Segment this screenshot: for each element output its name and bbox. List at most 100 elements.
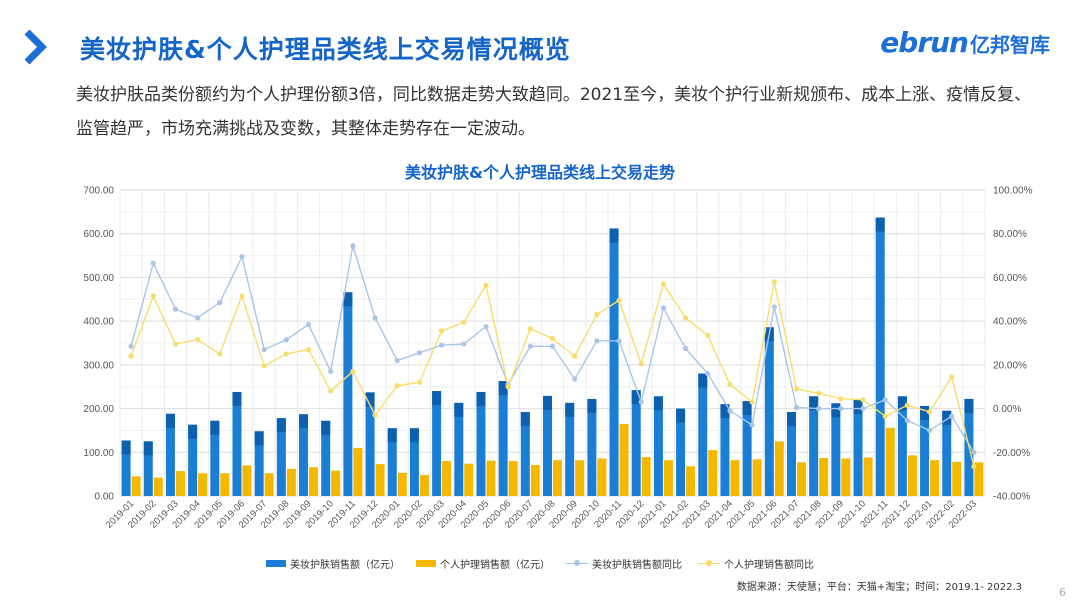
y-right-tick-label: 0.00%: [993, 404, 1021, 415]
bar-beauty-sales-cap: [565, 402, 575, 417]
beauty-yoy-point: [350, 243, 356, 249]
bar-beauty-sales-cap: [831, 403, 841, 418]
bar-beauty-sales-cap: [897, 396, 907, 411]
bar-beauty-sales-cap: [232, 391, 242, 406]
bar-care-sales: [774, 441, 784, 496]
bar-beauty-sales: [565, 402, 575, 496]
beauty-yoy-point: [616, 338, 622, 344]
beauty-yoy-point: [638, 399, 644, 405]
care-yoy-point: [239, 293, 245, 299]
beauty-yoy-point: [904, 417, 910, 424]
beauty-yoy-point: [660, 305, 666, 311]
bar-beauty-sales-cap: [853, 399, 863, 414]
bar-beauty-sales: [365, 392, 375, 496]
beauty-yoy-point: [594, 338, 600, 344]
bar-beauty-sales-cap: [409, 428, 419, 443]
beauty-yoy-point: [926, 427, 933, 434]
bar-beauty-sales-cap: [742, 401, 752, 416]
beauty-yoy-point: [305, 321, 312, 328]
beauty-yoy-point: [394, 357, 400, 364]
bar-beauty-sales-cap: [631, 390, 641, 405]
y-right-tick-label: -40.00%: [993, 492, 1030, 503]
logo-wordmark: ebrun: [880, 26, 969, 59]
bar-beauty-sales: [786, 412, 796, 496]
bar-beauty-sales-cap: [476, 391, 486, 406]
bar-care-sales: [508, 461, 518, 496]
bar-beauty-sales: [831, 403, 841, 496]
care-yoy-point: [305, 346, 312, 353]
bar-care-sales: [863, 457, 873, 496]
bar-care-sales: [708, 450, 718, 496]
bar-beauty-sales: [897, 396, 907, 496]
y-left-tick-label: 400.00: [83, 317, 114, 328]
bar-beauty-sales-cap: [254, 431, 264, 446]
bar-beauty-sales-cap: [609, 228, 619, 243]
bar-beauty-sales-cap: [698, 373, 708, 388]
beauty-yoy-point: [971, 449, 977, 455]
bar-beauty-sales: [587, 398, 597, 496]
bar-care-sales: [375, 464, 385, 496]
care-yoy-point: [838, 396, 844, 402]
y-left-tick-label: 200.00: [83, 404, 114, 415]
bar-beauty-sales-cap: [786, 412, 796, 427]
bar-beauty-sales-cap: [809, 396, 819, 411]
beauty-yoy-line: [130, 245, 975, 453]
beauty-yoy-point: [793, 404, 800, 411]
bar-beauty-sales-cap: [321, 420, 331, 435]
legend-item-beauty-sales: 美妆护肤销售额（亿元）: [266, 556, 400, 571]
y-left-tick-label: 500.00: [83, 273, 114, 284]
care-yoy-point: [882, 413, 888, 419]
care-yoy-point: [172, 341, 179, 347]
bar-beauty-sales: [631, 390, 641, 496]
beauty-yoy-point: [483, 324, 489, 330]
bar-beauty-sales-cap: [165, 413, 175, 428]
care-yoy-point: [328, 388, 334, 394]
bar-beauty-sales: [165, 413, 175, 496]
y-right-tick-label: -20.00%: [993, 448, 1030, 459]
care-yoy-point: [705, 332, 711, 338]
care-yoy-point: [816, 390, 822, 396]
beauty-yoy-point: [372, 315, 378, 321]
beauty-yoy-point: [882, 397, 888, 403]
y-left-tick-label: 100.00: [83, 448, 114, 459]
ebrun-logo: ebrun 亿邦智库: [880, 26, 1050, 59]
care-yoy-point: [195, 337, 201, 343]
chevron-right-icon: [24, 29, 47, 65]
bar-beauty-sales: [299, 414, 309, 496]
care-yoy-point: [128, 353, 134, 359]
legend-item-care-yoy: 个人护理销售额同比: [698, 556, 814, 571]
bar-beauty-sales: [720, 404, 730, 496]
bar-care-sales: [619, 423, 629, 496]
bar-care-sales: [952, 461, 962, 496]
bar-care-sales: [819, 457, 829, 496]
bar-beauty-sales: [543, 395, 552, 496]
care-yoy-point: [261, 363, 267, 369]
bar-care-sales: [530, 464, 540, 496]
y-right-tick-label: 100.00%: [993, 186, 1033, 197]
care-yoy-point: [439, 328, 445, 334]
y-right-tick-label: 40.00%: [993, 317, 1027, 328]
beauty-yoy-point: [128, 343, 134, 349]
care-yoy-point: [594, 311, 600, 318]
y-right-tick-label: 60.00%: [993, 273, 1027, 284]
bar-care-sales: [264, 473, 274, 496]
bar-care-sales: [397, 472, 407, 496]
bar-care-sales: [331, 470, 341, 496]
beauty-yoy-point: [838, 405, 844, 412]
bar-care-sales: [153, 477, 163, 496]
care-yoy-point: [217, 351, 223, 357]
bar-care-sales: [930, 460, 940, 496]
bar-care-sales: [419, 475, 429, 496]
bar-beauty-sales: [276, 418, 286, 496]
beauty-yoy-point: [549, 343, 556, 349]
bar-beauty-sales: [609, 228, 619, 496]
beauty-yoy-point: [217, 299, 223, 306]
beauty-yoy-point: [682, 345, 689, 352]
chart-legend: 美妆护肤销售额（亿元） 个人护理销售额（亿元） 美妆护肤销售额同比 个人护理销售…: [0, 556, 1080, 571]
page-title: 美妆护肤&个人护理品类线上交易情况概览: [80, 35, 571, 64]
bar-care-sales: [464, 463, 474, 496]
bar-care-sales: [641, 457, 651, 496]
bar-care-sales: [442, 461, 452, 496]
bar-care-sales: [198, 473, 208, 496]
bar-beauty-sales: [742, 401, 752, 496]
